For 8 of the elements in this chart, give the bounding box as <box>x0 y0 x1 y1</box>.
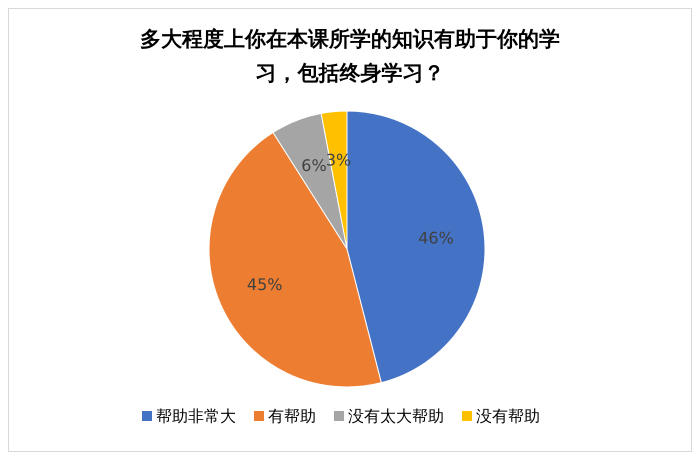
chart-title: 多大程度上你在本课所学的知识有助于你的学习，包括终身学习？ <box>140 27 560 85</box>
legend-label: 没有帮助 <box>476 406 540 426</box>
data-label: 46% <box>418 228 454 248</box>
legend-label: 有帮助 <box>268 406 316 426</box>
legend-label: 帮助非常大 <box>156 406 236 426</box>
data-label: 45% <box>246 275 282 294</box>
legend-label: 没有太大帮助 <box>348 406 444 426</box>
data-label: 6% <box>301 156 327 176</box>
